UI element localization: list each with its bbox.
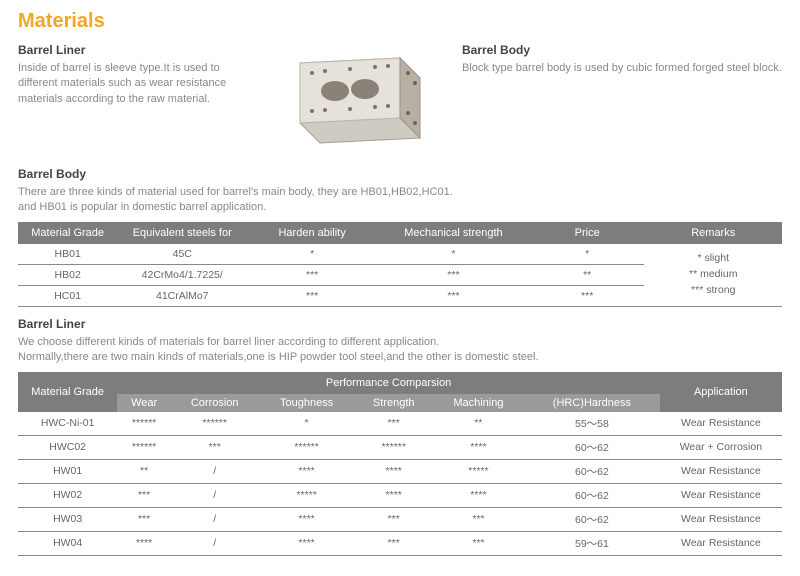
cell: **** [355,459,433,483]
cell: ****** [258,435,354,459]
cell: Wear Resistance [660,507,782,531]
barrel-body-heading-top: Barrel Body [462,43,782,57]
t2-h7: Application [660,372,782,412]
barrel-body-table: Material Grade Equivalent steels for Har… [18,222,782,307]
cell: *** [117,507,171,531]
cell: *** [117,483,171,507]
cell: / [171,507,259,531]
barrel-body-section-heading: Barrel Body [18,167,782,181]
cell: ***** [433,459,524,483]
cell: ****** [171,412,259,436]
cell: **** [433,483,524,507]
barrel-liner-heading: Barrel Liner [18,43,238,57]
barrel-body-line2: and HB01 is popular in domestic barrel a… [18,200,782,215]
cell: **** [355,483,433,507]
cell: ****** [117,435,171,459]
t2-h1: Wear [117,394,171,412]
t2-h4: Strength [355,394,433,412]
cell: *** [530,285,645,306]
cell: *** [247,285,377,306]
cell: *** [171,435,259,459]
barrel-liner-table: Material Grade Performance Comparsion Ap… [18,372,782,556]
cell: HWC-Ni-01 [18,412,117,436]
cell: * [258,412,354,436]
table-row: HB01 45C * * * * slight ** medium *** st… [18,244,782,265]
cell: ** [433,412,524,436]
cell: 60～62 [524,435,660,459]
table-row: HWC02*************************60～62Wear … [18,435,782,459]
barrel-liner-line1: We choose different kinds of materials f… [18,335,782,350]
remarks-line: *** strong [648,283,778,299]
cell: Wear Resistance [660,459,782,483]
page-title: Materials [18,10,782,33]
t2-h2: Corrosion [171,394,259,412]
remarks-line: * slight [648,251,778,267]
remarks-cell: * slight ** medium *** strong [644,244,782,307]
cell: *** [377,285,530,306]
cell: HB02 [18,264,117,285]
barrel-body-line1: There are three kinds of material used f… [18,185,782,200]
remarks-line: ** medium [648,267,778,283]
cell: *** [355,507,433,531]
cell: ** [530,264,645,285]
table-row: HWC-Ni-01******************55～58Wear Res… [18,412,782,436]
cell: ****** [355,435,433,459]
cell: **** [258,459,354,483]
cell: HWC02 [18,435,117,459]
barrel-liner-line2: Normally,there are two main kinds of mat… [18,350,782,365]
cell: Wear Resistance [660,483,782,507]
t1-h5: Remarks [644,222,782,244]
cell: HB01 [18,244,117,265]
cell: / [171,459,259,483]
cell: ****** [117,412,171,436]
cell: 60～62 [524,507,660,531]
barrel-liner-desc: Inside of barrel is sleeve type.It is us… [18,61,238,107]
t2-h0: Material Grade [18,372,117,412]
table-row: HW03***/**********60～62Wear Resistance [18,507,782,531]
cell: *** [377,264,530,285]
cell: HW02 [18,483,117,507]
cell: HW01 [18,459,117,483]
cell: ** [117,459,171,483]
barrel-liner-section-heading: Barrel Liner [18,317,782,331]
cell: HW03 [18,507,117,531]
t2-h5: Machining [433,394,524,412]
cell: *** [433,507,524,531]
table-row: HW01**/*************60～62Wear Resistance [18,459,782,483]
cell: * [377,244,530,265]
cell: *** [247,264,377,285]
cell: 60～62 [524,483,660,507]
cell: HC01 [18,285,117,306]
cell: **** [433,435,524,459]
cell: * [530,244,645,265]
cell: Wear + Corrosion [660,435,782,459]
cell: * [247,244,377,265]
barrel-body-image [270,43,430,153]
cell: 41CrAlMo7 [117,285,247,306]
t1-h2: Harden ability [247,222,377,244]
cell: 42CrMo4/1.7225/ [117,264,247,285]
t1-h1: Equivalent steels for [117,222,247,244]
t2-hgroup: Performance Comparsion [117,372,659,394]
t2-h6: (HRC)Hardness [524,394,660,412]
cell: 60～62 [524,459,660,483]
cell: *** [355,412,433,436]
cell: 45C [117,244,247,265]
t1-h4: Price [530,222,645,244]
barrel-body-desc-top: Block type barrel body is used by cubic … [462,61,782,76]
cell: / [171,483,259,507]
cell: ***** [258,483,354,507]
cell: Wear Resistance [660,412,782,436]
t1-h3: Mechanical strength [377,222,530,244]
table-row: HW02***/*************60～62Wear Resistanc… [18,483,782,507]
cell: 55～58 [524,412,660,436]
cell: **** [258,507,354,531]
t1-h0: Material Grade [18,222,117,244]
t2-h3: Toughness [258,394,354,412]
